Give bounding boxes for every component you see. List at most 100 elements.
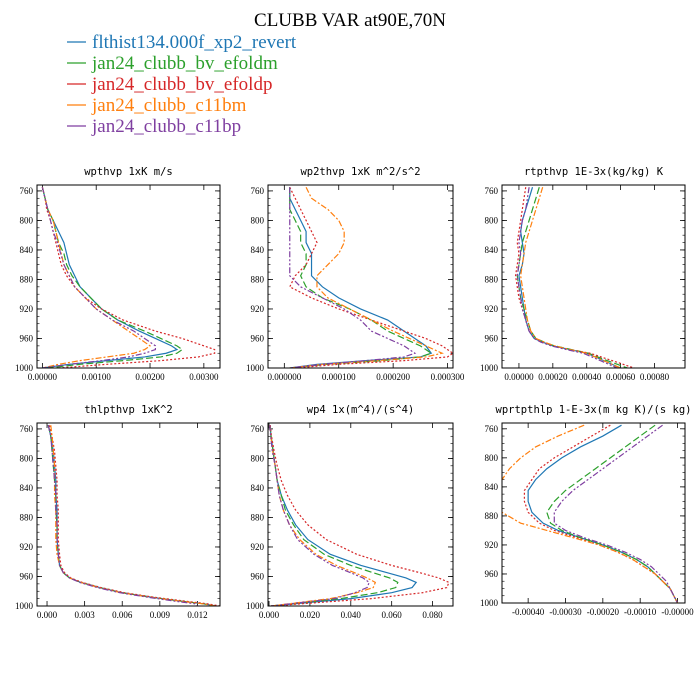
x-tick-label: 0.00200 bbox=[135, 372, 165, 382]
series-line bbox=[289, 187, 433, 368]
series-line bbox=[553, 424, 679, 603]
x-tick-label: -0.00000 bbox=[661, 607, 694, 617]
series-line bbox=[527, 424, 679, 603]
y-tick-label: 800 bbox=[20, 453, 34, 463]
legend-entry: jan24_clubb_bv_efoldp bbox=[67, 74, 272, 95]
series-line bbox=[269, 425, 418, 606]
panel-title: wprtpthlp 1-E-3x(m kg K)/(s kg) bbox=[496, 404, 692, 416]
y-tick-label: 760 bbox=[485, 424, 499, 434]
series-line bbox=[41, 187, 157, 368]
x-tick-label: 0.000200 bbox=[376, 372, 410, 382]
x-tick-label: 0.060 bbox=[382, 610, 403, 620]
y-tick-label: 920 bbox=[251, 542, 265, 552]
legend-entry: flthist134.000f_xp2_revert bbox=[67, 32, 297, 53]
legend-label: jan24_clubb_bv_efoldp bbox=[91, 74, 272, 95]
series-line bbox=[41, 187, 179, 368]
y-tick-label: 920 bbox=[485, 304, 499, 314]
y-tick-label: 800 bbox=[251, 453, 265, 463]
y-tick-label: 1000 bbox=[15, 601, 34, 611]
y-tick-label: 960 bbox=[485, 569, 499, 579]
series-line bbox=[516, 187, 618, 368]
x-tick-label: 0.000000 bbox=[267, 372, 301, 382]
plot-frame bbox=[36, 184, 221, 369]
chart-panel: wp4 1x(m^4)/(s^4)76080084088092096010000… bbox=[246, 404, 454, 620]
y-tick-label: 840 bbox=[20, 483, 34, 493]
series-line bbox=[48, 425, 220, 606]
x-tick-label: 0.00020 bbox=[538, 372, 568, 382]
y-tick-label: 760 bbox=[251, 424, 265, 434]
legend-entry: jan24_clubb_bv_efoldm bbox=[67, 53, 278, 74]
y-tick-label: 960 bbox=[485, 333, 499, 343]
y-tick-label: 960 bbox=[251, 333, 265, 343]
y-tick-label: 840 bbox=[251, 245, 265, 255]
y-tick-label: 760 bbox=[251, 186, 265, 196]
chart-panel: wpthvp 1xK m/s76080084088092096010000.00… bbox=[15, 166, 221, 382]
chart-panel: rtpthvp 1E-3x(kg/kg) K 760 800 840 880 920 960… bbox=[480, 166, 686, 382]
series-line bbox=[523, 424, 679, 603]
plot-frame bbox=[267, 184, 454, 369]
series-line bbox=[269, 425, 399, 606]
series-line bbox=[50, 425, 216, 606]
y-tick-label: 880 bbox=[251, 274, 265, 284]
x-tick-label: 0.020 bbox=[300, 610, 321, 620]
x-tick-label: 0.00060 bbox=[606, 372, 636, 382]
y-tick-label: 920 bbox=[251, 304, 265, 314]
y-tick-label: 840 bbox=[20, 245, 34, 255]
series-group bbox=[502, 424, 679, 603]
legend-entry: jan24_clubb_c11bp bbox=[67, 116, 241, 137]
x-tick-label: 0.00100 bbox=[82, 372, 112, 382]
panel-title: rtpthvp 1E-3x(kg/kg) K bbox=[524, 166, 664, 178]
x-tick-label: 0.00300 bbox=[189, 372, 219, 382]
y-tick-label: 760 bbox=[20, 424, 34, 434]
series-line bbox=[269, 425, 377, 606]
plot-frame bbox=[501, 422, 686, 604]
y-tick-label: 800 bbox=[20, 215, 34, 225]
legend: flthist134.000f_xp2_revertjan24_clubb_bv… bbox=[67, 32, 297, 137]
y-tick-label: 840 bbox=[485, 482, 499, 492]
legend-label: jan24_clubb_bv_efoldm bbox=[91, 53, 278, 74]
y-tick-label: 960 bbox=[251, 571, 265, 581]
panel-title: wp4 1x(m^4)/(s^4) bbox=[307, 404, 414, 416]
y-tick-label: 1000 bbox=[246, 363, 265, 373]
series-line bbox=[502, 424, 679, 603]
x-tick-label: 0.00000 bbox=[504, 372, 534, 382]
legend-label: jan24_clubb_c11bp bbox=[91, 116, 241, 137]
y-tick-label: 1000 bbox=[246, 601, 265, 611]
series-group bbox=[288, 186, 453, 368]
x-tick-label: 0.00040 bbox=[572, 372, 602, 382]
y-tick-label: 840 bbox=[485, 245, 499, 255]
x-tick-label: 0.009 bbox=[150, 610, 171, 620]
y-tick-label: 880 bbox=[251, 512, 265, 522]
series-line bbox=[269, 425, 450, 606]
x-tick-label: 0.006 bbox=[112, 610, 133, 620]
x-tick-label: 0.003 bbox=[75, 610, 96, 620]
plot-frame bbox=[36, 422, 221, 607]
panel-title: thlpthvp 1xK^2 bbox=[84, 404, 173, 416]
y-tick-label: 1000 bbox=[15, 363, 34, 373]
y-tick-label: 800 bbox=[485, 453, 499, 463]
x-tick-label: 0.00080 bbox=[640, 372, 670, 382]
series-group bbox=[269, 425, 450, 606]
series-line bbox=[269, 425, 370, 606]
series-line bbox=[520, 187, 621, 368]
series-line bbox=[41, 187, 152, 368]
x-tick-label: -0.00010 bbox=[624, 607, 657, 617]
panel-title: wp2thvp 1xK m^2/s^2 bbox=[300, 166, 420, 178]
y-tick-label: 880 bbox=[485, 511, 499, 521]
legend-label: jan24_clubb_c11bm bbox=[91, 95, 247, 116]
y-tick-label: 760 bbox=[485, 186, 499, 196]
x-tick-label: 0.040 bbox=[341, 610, 362, 620]
legend-entry: jan24_clubb_c11bm bbox=[67, 95, 247, 116]
y-tick-label: 960 bbox=[20, 571, 34, 581]
plot-frame bbox=[501, 184, 686, 369]
y-tick-label: 920 bbox=[485, 540, 499, 550]
series-group bbox=[41, 187, 216, 368]
chart-panel: thlpthvp 1xK^276080084088092096010000.00… bbox=[15, 404, 221, 620]
y-tick-label: 880 bbox=[20, 274, 34, 284]
panel-title: wpthvp 1xK m/s bbox=[84, 166, 173, 178]
series-line bbox=[289, 186, 444, 368]
y-tick-label: 1000 bbox=[480, 598, 499, 608]
y-tick-label: 960 bbox=[20, 333, 34, 343]
y-tick-label: 1000 bbox=[480, 363, 499, 373]
